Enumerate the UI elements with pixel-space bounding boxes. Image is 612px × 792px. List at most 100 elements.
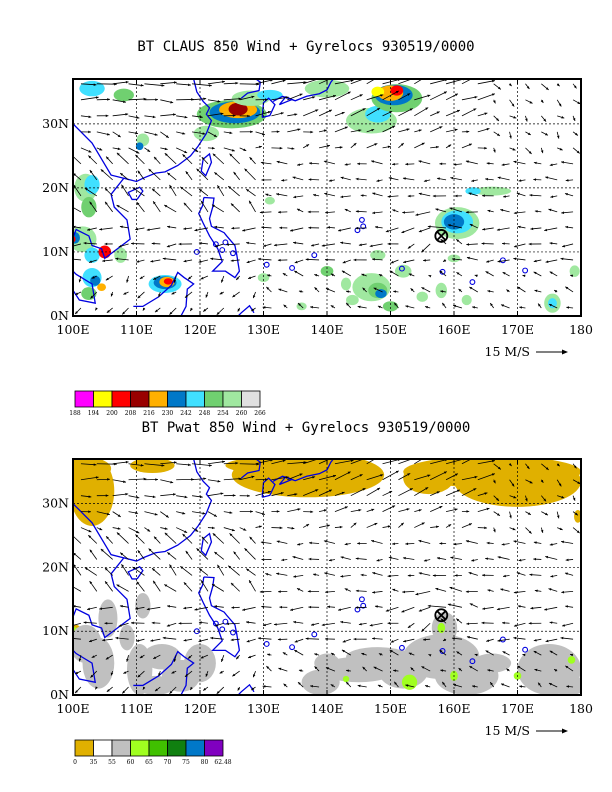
wind-arrowhead [466,256,470,260]
field-patch [82,637,115,689]
wind-arrowhead [282,652,286,655]
wind-arrowhead [247,114,250,118]
wind-arrowhead [565,605,569,608]
wind-arrowhead [340,176,344,180]
wind-arrowhead [403,260,407,264]
wind-arrow [477,460,495,465]
wind-arrowhead [154,309,158,313]
colorbar-label: 266 [254,410,266,417]
wind-arrowhead [154,536,157,540]
wind-arrowhead [573,85,577,89]
coastline [133,271,195,316]
wind-arrowhead [556,135,560,139]
wind-arrowhead [293,241,297,245]
wind-arrowhead [88,130,91,134]
wind-arrowhead [410,667,414,671]
wind-arrowhead [395,90,399,94]
wind-arrowhead [106,132,110,136]
wind-arrowhead [257,637,261,640]
wind-arrowhead [154,156,157,160]
wind-arrowhead [502,272,506,275]
wind-arrowhead [183,227,187,230]
wind-arrowhead [374,225,378,229]
wind-arrowhead [339,146,343,149]
wind-arrowhead [402,556,406,560]
wind-arrowhead [395,470,399,474]
wind-arrowhead [458,668,462,671]
wind-arrowhead [565,179,569,182]
wind-arrowhead [501,163,505,167]
wind-arrowhead [228,565,232,569]
island [222,239,229,246]
island [469,279,476,286]
wind-arrowhead [513,211,517,215]
wind-arrowhead [308,226,312,230]
wind-arrowhead [545,87,549,90]
wind-arrowhead [454,93,458,97]
wind-arrowhead [543,498,547,502]
wind-arrowhead [198,621,202,624]
wind-arrowhead [468,143,472,147]
wind-arrowhead [266,286,270,290]
wind-arrowhead [360,194,364,197]
field-patch [443,214,465,230]
wind-arrowhead [214,244,218,248]
wind-arrowhead [106,689,110,692]
wind-arrowhead [75,311,78,315]
lon-tick-label: 160E [438,322,471,337]
wind-arrowhead [548,588,552,591]
field-patch [390,85,404,96]
wind-arrowhead [528,151,532,154]
wind-arrowhead [292,176,296,179]
island [311,252,318,259]
field-patch [473,186,512,196]
wind-arrowhead [139,655,143,659]
panel1-map: 100E 110E 120E 130E 140E 150E 160E 170E 180 0N 10N… [42,75,593,359]
wind-arrowhead [214,551,218,555]
wind-arrowhead [314,274,318,277]
wind-arrowhead [500,304,504,307]
wind-arrowhead [219,670,223,674]
wind-arrow [287,93,303,101]
wind-arrowhead [266,666,270,669]
lon-tick-label: 130E [247,322,280,337]
field-patch [73,226,97,252]
wind-arrowhead [486,162,490,165]
colorbar-label: 216 [143,410,155,417]
wind-arrowhead [264,478,268,481]
wind-arrowhead [283,683,287,687]
wind-arrowhead [259,211,263,214]
colorbar-label: 80 [201,759,209,766]
wind-arrow [223,478,242,481]
wind-arrowhead [88,260,92,263]
wind-arrowhead [447,224,451,227]
wind-arrowhead [217,564,220,568]
wind-arrowhead [401,609,405,613]
wind-arrow [366,94,384,101]
wind-arrowhead [544,132,548,136]
wind-arrowhead [276,130,280,134]
wind-arrowhead [178,622,182,625]
wind-arrowhead [246,568,250,572]
wind-arrowhead [259,590,263,594]
wind-arrowhead [425,75,428,78]
wind-arrowhead [562,624,566,627]
wind-arrowhead [472,306,476,309]
wind-arrowhead [427,94,431,98]
wind-arrowhead [106,310,110,313]
wind-arrowhead [170,100,174,104]
wind-arrowhead [88,495,92,498]
wind-arrowhead [95,476,99,479]
island [499,257,506,264]
wind-arrowhead [258,525,262,528]
wind-arrowhead [208,464,212,467]
coastline [198,576,241,658]
wind-arrowhead [169,690,173,694]
wind-arrowhead [297,508,301,511]
wind-arrow [461,79,473,85]
wind-arrow [160,461,177,465]
wind-arrowhead [106,156,109,160]
field-patch [98,599,118,638]
wind-arrowhead [102,638,106,642]
wind-arrowhead [394,302,397,306]
